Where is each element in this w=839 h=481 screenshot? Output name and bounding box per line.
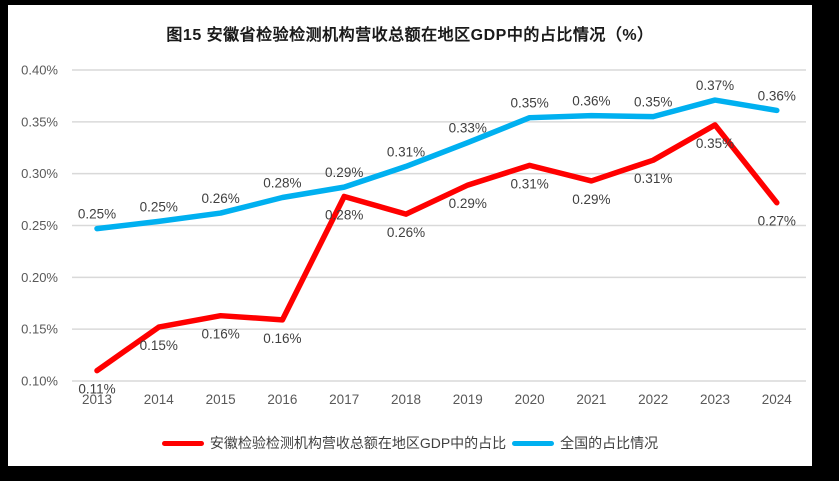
data-label: 0.36% bbox=[758, 88, 796, 103]
x-tick-label: 2013 bbox=[82, 392, 112, 407]
data-label: 0.11% bbox=[78, 382, 115, 397]
data-label: 0.35% bbox=[510, 96, 548, 111]
x-tick-label: 2014 bbox=[144, 392, 175, 407]
y-tick-label: 0.15% bbox=[21, 322, 58, 337]
x-tick-label: 2018 bbox=[391, 392, 421, 407]
x-tick-label: 2021 bbox=[576, 392, 606, 407]
data-label: 0.36% bbox=[572, 94, 610, 109]
x-tick-label: 2020 bbox=[515, 392, 545, 407]
data-label: 0.28% bbox=[325, 207, 363, 222]
y-tick-label: 0.40% bbox=[21, 63, 58, 78]
legend-line-red-icon bbox=[161, 440, 204, 446]
data-label: 0.15% bbox=[140, 338, 178, 353]
chart-page: 0.40% 0.35% 0.30% 0.25% 0.20% 0.15% 0.10% 2013 2… bbox=[8, 5, 812, 466]
data-label: 0.29% bbox=[572, 192, 610, 207]
data-label: 0.31% bbox=[387, 144, 425, 159]
data-label: 0.16% bbox=[263, 331, 301, 346]
y-tick-label: 0.20% bbox=[21, 270, 58, 285]
legend-label-national: 全国的占比情况 bbox=[560, 435, 659, 451]
legend-line-blue-icon bbox=[512, 440, 555, 446]
data-label: 0.31% bbox=[634, 171, 672, 186]
data-label: 0.27% bbox=[758, 214, 796, 229]
data-label: 0.25% bbox=[140, 199, 178, 214]
y-tick-label: 0.25% bbox=[21, 218, 58, 233]
data-label: 0.35% bbox=[696, 136, 734, 151]
data-label: 0.37% bbox=[696, 78, 734, 93]
x-tick-label: 2016 bbox=[267, 392, 297, 407]
data-label: 0.29% bbox=[325, 165, 363, 180]
series-line bbox=[94, 97, 780, 232]
chart-legend: 安徽检验检测机构营收总额在地区GDP中的占比 全国的占比情况 bbox=[8, 433, 812, 453]
data-label: 0.35% bbox=[634, 95, 672, 110]
data-label: 0.28% bbox=[263, 176, 301, 191]
x-tick-label: 2023 bbox=[700, 392, 730, 407]
y-tick-label: 0.30% bbox=[21, 166, 58, 181]
data-label: 0.26% bbox=[387, 225, 425, 240]
x-tick-label: 2017 bbox=[329, 392, 359, 407]
x-tick-label: 2015 bbox=[206, 392, 236, 407]
legend-item-national: 全国的占比情况 bbox=[512, 433, 658, 453]
data-label: 0.31% bbox=[510, 176, 548, 191]
data-label: 0.33% bbox=[449, 121, 487, 136]
data-label: 0.26% bbox=[201, 191, 239, 206]
x-tick-label: 2022 bbox=[638, 392, 668, 407]
chart-title: 图15 安徽省检验检测机构营收总额在地区GDP中的占比情况（%） bbox=[166, 27, 654, 44]
series-line bbox=[94, 122, 780, 374]
y-tick-label: 0.35% bbox=[21, 114, 58, 129]
data-label: 0.25% bbox=[78, 207, 116, 222]
data-label: 0.29% bbox=[449, 196, 487, 211]
x-tick-label: 2024 bbox=[762, 392, 793, 407]
x-tick-label: 2019 bbox=[453, 392, 483, 407]
data-label: 0.16% bbox=[201, 327, 239, 342]
line-chart: 0.40% 0.35% 0.30% 0.25% 0.20% 0.15% 0.10% 2013 2… bbox=[21, 63, 806, 407]
legend-item-anhui: 安徽检验检测机构营收总额在地区GDP中的占比 bbox=[161, 433, 507, 453]
y-tick-label: 0.10% bbox=[21, 374, 58, 389]
legend-label-anhui: 安徽检验检测机构营收总额在地区GDP中的占比 bbox=[209, 435, 507, 451]
